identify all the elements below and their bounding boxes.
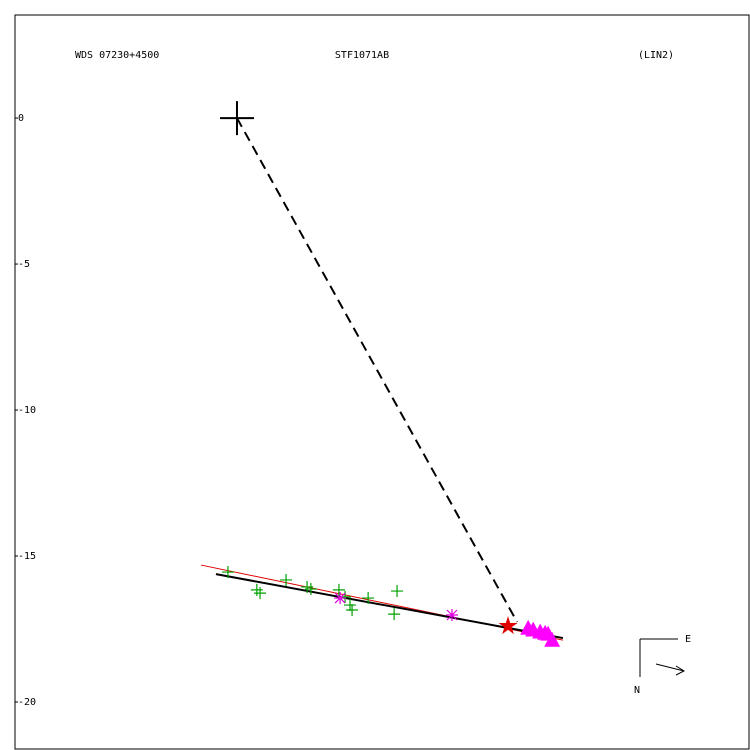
motion-arrow <box>655 663 686 676</box>
compass-north-label: N <box>634 685 640 696</box>
point-plus <box>391 585 404 598</box>
point-plus <box>388 608 401 621</box>
point-plus <box>344 599 357 612</box>
y-tick-label: -10 <box>18 405 36 416</box>
point-plus <box>280 573 293 586</box>
y-tick-label: -5 <box>18 259 30 270</box>
point-plus <box>250 583 263 596</box>
point-asterisk <box>334 592 347 605</box>
chart-title: STF1071AB <box>335 50 389 61</box>
point-plus <box>221 566 234 579</box>
compass-east-label: E <box>685 634 691 645</box>
point-plus <box>362 592 375 605</box>
point-plus <box>332 583 345 596</box>
point-plus <box>346 604 359 617</box>
point-plus <box>254 587 267 600</box>
y-tick-label: -15 <box>18 551 36 562</box>
method: (LIN2) <box>638 50 674 61</box>
y-tick-label: 0 <box>18 113 24 124</box>
point-star <box>498 616 518 635</box>
point-asterisk <box>445 608 458 621</box>
y-tick-label: -20 <box>18 697 36 708</box>
plot-frame <box>14 14 750 750</box>
primary-star <box>219 101 254 136</box>
point-plus <box>304 583 317 596</box>
dashed-line <box>236 117 518 623</box>
point-triangle <box>544 631 561 647</box>
wds-id: WDS 07230+4500 <box>75 50 159 61</box>
